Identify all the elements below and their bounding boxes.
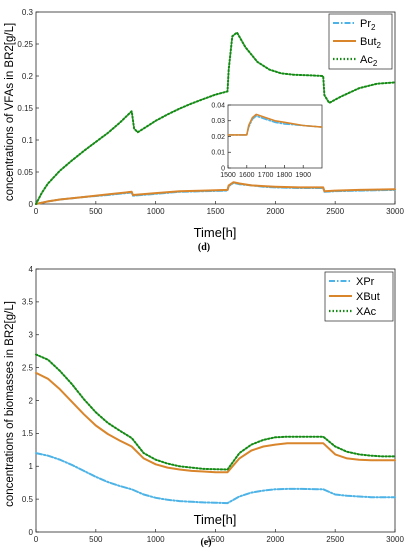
d-x-tick-label-1000: 1000 xyxy=(147,207,165,216)
d-x-tick-label-3000: 3000 xyxy=(386,207,404,216)
legend-e: XPr XBut XAc xyxy=(324,271,394,322)
d-series-but-line xyxy=(35,181,396,205)
d-x-tick-label-2000: 2000 xyxy=(266,207,284,216)
inset-x-tick-label-1700: 1700 xyxy=(258,172,274,179)
inset-d: 1500 1600 1700 1800 1900 0 0.01 0.02 0.03 0.04 xyxy=(211,102,323,179)
panel-caption-d: (d) xyxy=(198,242,210,253)
legend-label-but2: But2 xyxy=(360,36,382,50)
chart-panel-d: 0 500 1000 1500 2000 2500 3000 0 0.05 0.1 0.15 0.2… xyxy=(4,8,404,253)
x-axis-e: 0 500 1000 1500 2000 2500 3000 xyxy=(34,529,404,544)
e-x-tick-label-0: 0 xyxy=(34,535,39,544)
e-y-tick-label-3: 3 xyxy=(29,331,34,340)
series-group-e xyxy=(35,353,396,505)
legend-label-xbut: XBut xyxy=(356,291,380,303)
d-y-tick-label-0-15: 0.15 xyxy=(17,104,33,113)
d-y-tick-label-0-05: 0.05 xyxy=(17,168,33,177)
chart-panel-e: 0 500 1000 1500 2000 2500 3000 0 0.5 1 1.5 2 2.5 3 3.… xyxy=(4,265,404,548)
e-series-xac-line xyxy=(35,353,396,471)
inset-y-tick-label-0-01: 0.01 xyxy=(211,150,225,157)
e-y-tick-label-2: 2 xyxy=(29,396,34,405)
x-axis-label-d: Time[h] xyxy=(194,225,237,240)
d-y-tick-label-0-2: 0.2 xyxy=(22,72,34,81)
e-y-tick-label-1-5: 1.5 xyxy=(22,429,34,438)
d-x-tick-label-0: 0 xyxy=(34,207,39,216)
e-x-tick-label-2000: 2000 xyxy=(266,535,284,544)
legend-label-xpr: XPr xyxy=(356,276,375,288)
d-y-tick-label-0-1: 0.1 xyxy=(22,136,34,145)
e-x-tick-label-1000: 1000 xyxy=(147,535,165,544)
inset-series-group xyxy=(227,113,323,136)
legend-label-ac2: Ac2 xyxy=(360,54,378,68)
inset-y-tick-label-0-04: 0.04 xyxy=(211,102,225,109)
y-axis-e: 0 0.5 1 1.5 2 2.5 3 3.5 4 xyxy=(22,265,39,537)
inset-y-tick-label-0-02: 0.02 xyxy=(211,134,225,141)
y-axis-label-e: concentrations of biomasses in BR2[g/L] xyxy=(4,301,16,507)
x-axis-d: 0 500 1000 1500 2000 2500 3000 xyxy=(34,201,404,216)
e-series-xbut-line xyxy=(35,371,396,474)
inset-y-tick-label-0-03: 0.03 xyxy=(211,118,225,125)
e-x-tick-label-1500: 1500 xyxy=(207,535,225,544)
inset-y-axis: 0 0.01 0.02 0.03 0.04 xyxy=(211,102,231,172)
e-y-tick-label-4: 4 xyxy=(29,265,34,274)
e-y-tick-label-0-5: 0.5 xyxy=(22,495,34,504)
inset-x-tick-label-1900: 1900 xyxy=(295,172,311,179)
panel-caption-e: (e) xyxy=(200,537,211,548)
d-y-tick-label-0-25: 0.25 xyxy=(17,40,33,49)
e-series-xpr-line xyxy=(35,452,396,505)
y-axis-label-d: concentrations of VFAs in BR2[g/L] xyxy=(4,23,16,201)
inset-x-tick-label-1500: 1500 xyxy=(220,172,236,179)
e-x-tick-label-3000: 3000 xyxy=(386,535,404,544)
inset-plot-area xyxy=(227,104,323,169)
e-y-tick-label-1: 1 xyxy=(29,462,34,471)
d-x-tick-label-500: 500 xyxy=(89,207,103,216)
inset-x-axis: 1500 1600 1700 1800 1900 xyxy=(220,165,311,179)
inset-y-tick-label-0: 0 xyxy=(221,165,225,172)
series-group-d xyxy=(35,31,396,205)
x-axis-label-e: Time[h] xyxy=(194,512,237,527)
e-y-tick-label-0: 0 xyxy=(29,528,34,537)
e-x-tick-label-500: 500 xyxy=(89,535,103,544)
e-x-tick-label-2500: 2500 xyxy=(326,535,344,544)
e-y-tick-label-3-5: 3.5 xyxy=(22,298,34,307)
inset-x-tick-label-1800: 1800 xyxy=(277,172,293,179)
d-x-tick-label-2500: 2500 xyxy=(326,207,344,216)
legend-label-pr2: Pr2 xyxy=(360,18,376,32)
legend-d: Pr2 But2 Ac2 xyxy=(328,13,393,70)
d-x-tick-label-1500: 1500 xyxy=(207,207,225,216)
d-y-tick-label-0-3: 0.3 xyxy=(22,8,34,17)
inset-series-but-line xyxy=(227,113,323,136)
legend-label-xac: XAc xyxy=(356,306,377,318)
legend-box-d xyxy=(328,13,393,70)
d-series-ac-line xyxy=(35,31,396,205)
e-y-tick-label-2-5: 2.5 xyxy=(22,363,34,372)
d-y-tick-label-0: 0 xyxy=(29,200,34,209)
inset-x-tick-label-1600: 1600 xyxy=(239,172,255,179)
